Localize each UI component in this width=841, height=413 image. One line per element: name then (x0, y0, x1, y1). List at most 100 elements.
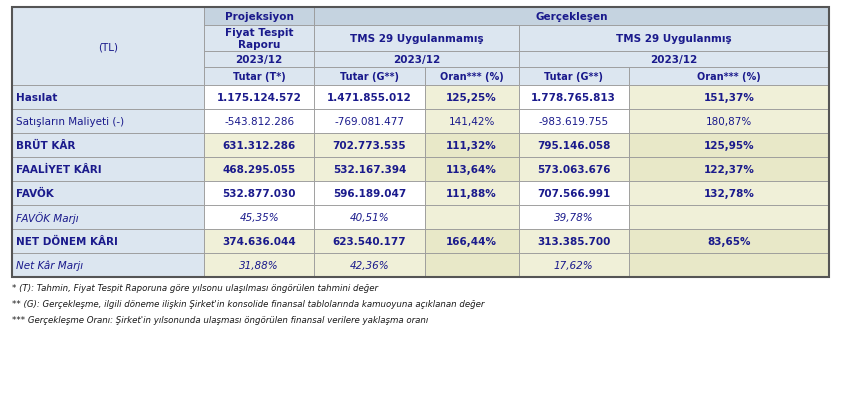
Bar (12, 8, 829, 277)
Bar (629, 206, 829, 230)
Text: FAALİYET KÂRI: FAALİYET KÂRI (16, 164, 102, 175)
Text: 39,78%: 39,78% (554, 212, 594, 223)
Text: 702.773.535: 702.773.535 (333, 141, 406, 151)
Text: 532.877.030: 532.877.030 (222, 189, 296, 199)
Bar (204, 110, 315, 134)
Bar (204, 68, 315, 86)
Bar (425, 110, 519, 134)
Bar (519, 134, 629, 158)
Text: 468.295.055: 468.295.055 (223, 165, 296, 175)
Bar (629, 158, 829, 182)
Text: TMS 29 Uygulanmamış: TMS 29 Uygulanmamış (350, 34, 484, 44)
Text: 111,88%: 111,88% (447, 189, 497, 199)
Bar (204, 206, 315, 230)
Bar (12, 86, 204, 110)
Text: 151,37%: 151,37% (703, 93, 754, 103)
Text: 623.540.177: 623.540.177 (333, 236, 406, 247)
Text: Projeksiyon: Projeksiyon (225, 12, 294, 22)
Bar (12, 8, 204, 86)
Bar (519, 158, 629, 182)
Bar (425, 230, 519, 254)
Text: 795.146.058: 795.146.058 (537, 141, 611, 151)
Text: 31,88%: 31,88% (240, 260, 279, 271)
Text: (TL): (TL) (98, 42, 118, 52)
Bar (425, 182, 519, 206)
Bar (315, 206, 425, 230)
Text: * (T): Tahmin, Fiyat Tespit Raporuna göre yılsonu ulaşılması öngörülen tahmini d: * (T): Tahmin, Fiyat Tespit Raporuna gör… (12, 283, 378, 292)
Text: TMS 29 Uygulanmış: TMS 29 Uygulanmış (616, 34, 732, 44)
Bar (12, 254, 204, 277)
Text: 125,95%: 125,95% (704, 141, 754, 151)
Bar (425, 254, 519, 277)
Text: 132,78%: 132,78% (703, 189, 754, 199)
Text: Net Kâr Marjı: Net Kâr Marjı (16, 260, 83, 271)
Text: -983.619.755: -983.619.755 (538, 117, 609, 127)
Bar (315, 8, 829, 26)
Text: 122,37%: 122,37% (703, 165, 754, 175)
Bar (12, 110, 204, 134)
Text: BRÜT KÂR: BRÜT KÂR (16, 140, 76, 151)
Bar (629, 110, 829, 134)
Text: 631.312.286: 631.312.286 (223, 141, 296, 151)
Bar (204, 8, 315, 26)
Bar (629, 86, 829, 110)
Bar (12, 206, 204, 230)
Text: 1.471.855.012: 1.471.855.012 (327, 93, 412, 103)
Bar (519, 230, 629, 254)
Bar (519, 68, 629, 86)
Bar (204, 230, 315, 254)
Bar (629, 230, 829, 254)
Text: Oran*** (%): Oran*** (%) (440, 72, 504, 82)
Bar (519, 52, 829, 68)
Text: Oran*** (%): Oran*** (%) (697, 72, 761, 82)
Text: 707.566.991: 707.566.991 (537, 189, 611, 199)
Text: 83,65%: 83,65% (707, 236, 751, 247)
Text: Satışların Maliyeti (-): Satışların Maliyeti (-) (16, 117, 124, 127)
Bar (629, 134, 829, 158)
Text: 313.385.700: 313.385.700 (537, 236, 611, 247)
Bar (204, 254, 315, 277)
Text: Gerçekleşen: Gerçekleşen (536, 12, 608, 22)
Bar (425, 68, 519, 86)
Text: Tutar (G**): Tutar (G**) (544, 72, 603, 82)
Text: Tutar (G**): Tutar (G**) (340, 72, 399, 82)
Text: FAVÖK: FAVÖK (16, 188, 54, 199)
Text: 374.636.044: 374.636.044 (222, 236, 296, 247)
Bar (519, 254, 629, 277)
Text: 125,25%: 125,25% (447, 93, 497, 103)
Bar (204, 158, 315, 182)
Bar (629, 254, 829, 277)
Bar (12, 182, 204, 206)
Bar (315, 158, 425, 182)
Text: 1.175.124.572: 1.175.124.572 (217, 93, 302, 103)
Bar (315, 68, 425, 86)
Bar (204, 182, 315, 206)
Text: 596.189.047: 596.189.047 (333, 189, 406, 199)
Bar (12, 158, 204, 182)
Text: 42,36%: 42,36% (350, 260, 389, 271)
Text: 141,42%: 141,42% (448, 117, 495, 127)
Text: 111,32%: 111,32% (447, 141, 497, 151)
Text: 180,87%: 180,87% (706, 117, 752, 127)
Bar (519, 206, 629, 230)
Bar (315, 134, 425, 158)
Text: 2023/12: 2023/12 (393, 55, 440, 65)
Bar (204, 26, 315, 52)
Bar (204, 134, 315, 158)
Bar (425, 158, 519, 182)
Text: Fiyat Tespit
Raporu: Fiyat Tespit Raporu (225, 28, 294, 50)
Bar (204, 52, 315, 68)
Bar (519, 26, 829, 52)
Text: Tutar (T*): Tutar (T*) (233, 72, 285, 82)
Text: 1.778.765.813: 1.778.765.813 (532, 93, 616, 103)
Text: FAVÖK Marjı: FAVÖK Marjı (16, 211, 78, 223)
Bar (315, 254, 425, 277)
Bar (425, 206, 519, 230)
Text: 573.063.676: 573.063.676 (537, 165, 611, 175)
Text: 166,44%: 166,44% (446, 236, 497, 247)
Text: 2023/12: 2023/12 (235, 55, 283, 65)
Bar (629, 68, 829, 86)
Text: 532.167.394: 532.167.394 (333, 165, 406, 175)
Bar (519, 182, 629, 206)
Bar (12, 230, 204, 254)
